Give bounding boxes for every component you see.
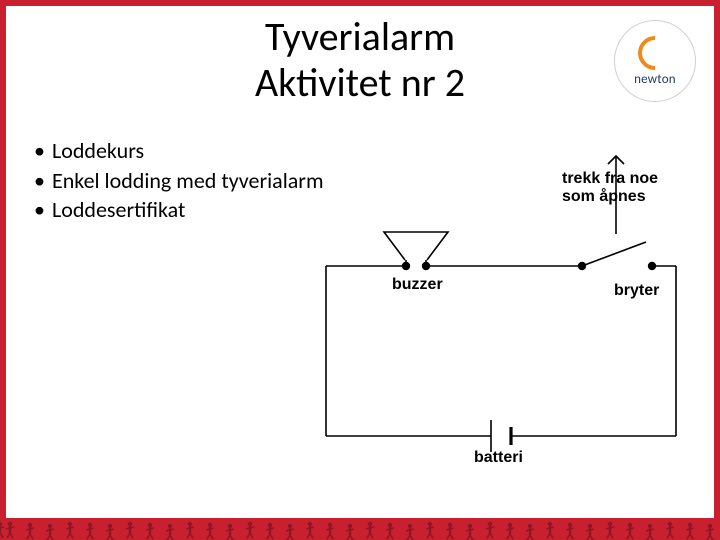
- bullet-text: Loddesertifikat: [52, 196, 185, 223]
- label-trekk-l2: som åpnes: [562, 188, 646, 206]
- footer-silhouettes: [0, 518, 720, 540]
- logo-text: newton: [634, 72, 676, 87]
- title-line-2: Aktivitet nr 2: [255, 58, 465, 107]
- slide-title: Tyverialarm Aktivitet nr 2: [6, 6, 714, 106]
- label-trekk-l1: trekk fra noe: [562, 170, 658, 188]
- title-line-1: Tyverialarm: [265, 12, 455, 61]
- label-bryter: bryter: [614, 282, 659, 300]
- bullet-text: Loddekurs: [52, 137, 144, 164]
- label-buzzer: buzzer: [392, 276, 443, 294]
- silhouette-strip-icon: [0, 518, 720, 540]
- swirl-icon: [631, 28, 679, 76]
- label-batteri: batteri: [474, 449, 523, 467]
- newton-logo: newton: [614, 20, 696, 102]
- circuit-diagram: buzzer bryter batteri trekk fra noe som …: [276, 136, 706, 476]
- slide: Tyverialarm Aktivitet nr 2 Loddekurs Enk…: [6, 6, 714, 518]
